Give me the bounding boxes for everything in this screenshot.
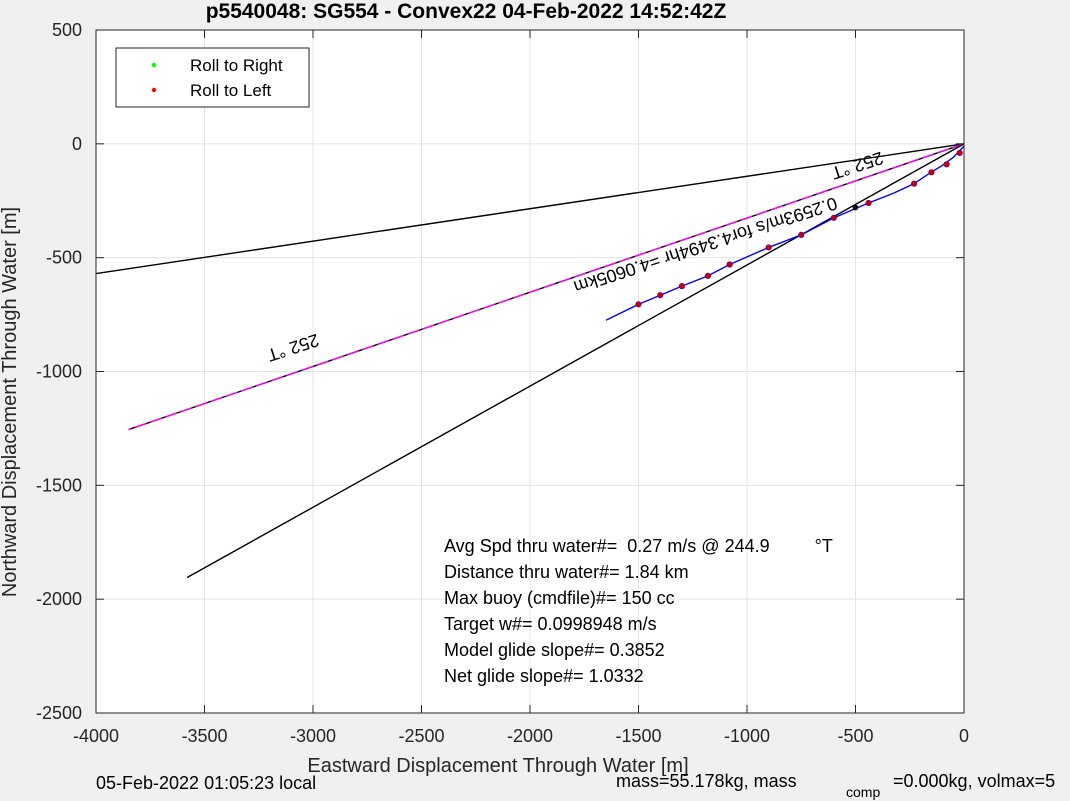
roll-left-point — [928, 169, 935, 176]
track-line — [605, 145, 965, 321]
x-axis: -4000 -3500 -3000 -2500 -2000 -1500 -1000 -500 0 — [73, 30, 969, 746]
x-tick-label: -2500 — [398, 726, 444, 746]
y-axis: -2500 -2000 -1500 -1000 -500 0 500 — [36, 20, 964, 723]
x-tick-label: -2000 — [507, 726, 553, 746]
x-tick-label: 0 — [959, 726, 969, 746]
stats-annotations: Avg Spd thru water#= 0.27 m/s @ 244.9 °T… — [444, 536, 833, 686]
footer-mass-rest: =0.000kg, volmax=5 — [893, 771, 1055, 791]
roll-left-point — [956, 149, 963, 157]
y-axis-label: Northward Displacement Through Water [m] — [0, 207, 21, 597]
y-tick-label: -1000 — [36, 362, 82, 382]
y-tick-label: -1500 — [36, 475, 82, 495]
roll-left-point — [865, 199, 872, 207]
x-tick-label: -1500 — [615, 726, 661, 746]
axes-frame — [95, 29, 965, 714]
roll-left-point — [830, 214, 837, 221]
waypoint-marker — [852, 204, 859, 211]
roll-left-point — [657, 292, 664, 299]
dive-track — [605, 145, 965, 321]
anno-target-w: Target w#= 0.0998948 m/s — [444, 614, 657, 634]
anno-model-glide: Model glide slope#= 0.3852 — [444, 640, 665, 660]
roll-left-point — [798, 231, 805, 238]
y-tick-label: -2000 — [36, 589, 82, 609]
x-tick-label: -3000 — [290, 726, 336, 746]
y-tick-label: 500 — [52, 20, 82, 40]
roll-left-point — [704, 272, 712, 279]
y-tick-label: -2500 — [36, 703, 82, 723]
roll-left-point — [678, 283, 686, 290]
y-tick-label: 0 — [72, 134, 82, 154]
roll-left-point — [726, 261, 733, 268]
roll-left-point — [910, 180, 918, 187]
anno-max-buoy: Max buoy (cmdfile)#= 150 cc — [444, 588, 675, 608]
roll-left-point — [765, 244, 772, 251]
anno-avg-speed: Avg Spd thru water#= 0.27 m/s @ 244.9 °T — [444, 536, 833, 556]
x-tick-label: -500 — [837, 726, 873, 746]
x-tick-label: -4000 — [73, 726, 119, 746]
anno-distance: Distance thru water#= 1.84 km — [444, 562, 689, 582]
legend-marker-roll-right — [151, 62, 157, 68]
legend: Roll to Right Roll to Left — [115, 47, 310, 108]
y-tick-label: -500 — [46, 248, 82, 268]
roll-left-point — [943, 161, 950, 168]
roll-left-point — [635, 301, 642, 308]
legend-label-roll-left: Roll to Left — [190, 81, 272, 100]
footer-mass-subscript: comp — [846, 784, 880, 800]
roll-points — [635, 149, 963, 308]
legend-label-roll-right: Roll to Right — [190, 56, 283, 75]
legend-marker-roll-left — [151, 87, 157, 93]
x-axis-label: Eastward Displacement Through Water [m] — [307, 755, 688, 777]
x-tick-label: -3500 — [181, 726, 227, 746]
chart-title: p5540048: SG554 - Convex22 04-Feb-2022 1… — [206, 0, 727, 23]
target-line-dashed-overlay — [128, 143, 965, 431]
footer-local-time: 05-Feb-2022 01:05:23 local — [96, 773, 316, 793]
legend-box — [115, 47, 310, 108]
x-tick-label: -1000 — [724, 726, 770, 746]
heading-line — [95, 143, 965, 275]
anno-net-glide: Net glide slope#= 1.0332 — [444, 666, 644, 686]
footer-mass: mass=55.178kg, mass — [616, 771, 797, 791]
